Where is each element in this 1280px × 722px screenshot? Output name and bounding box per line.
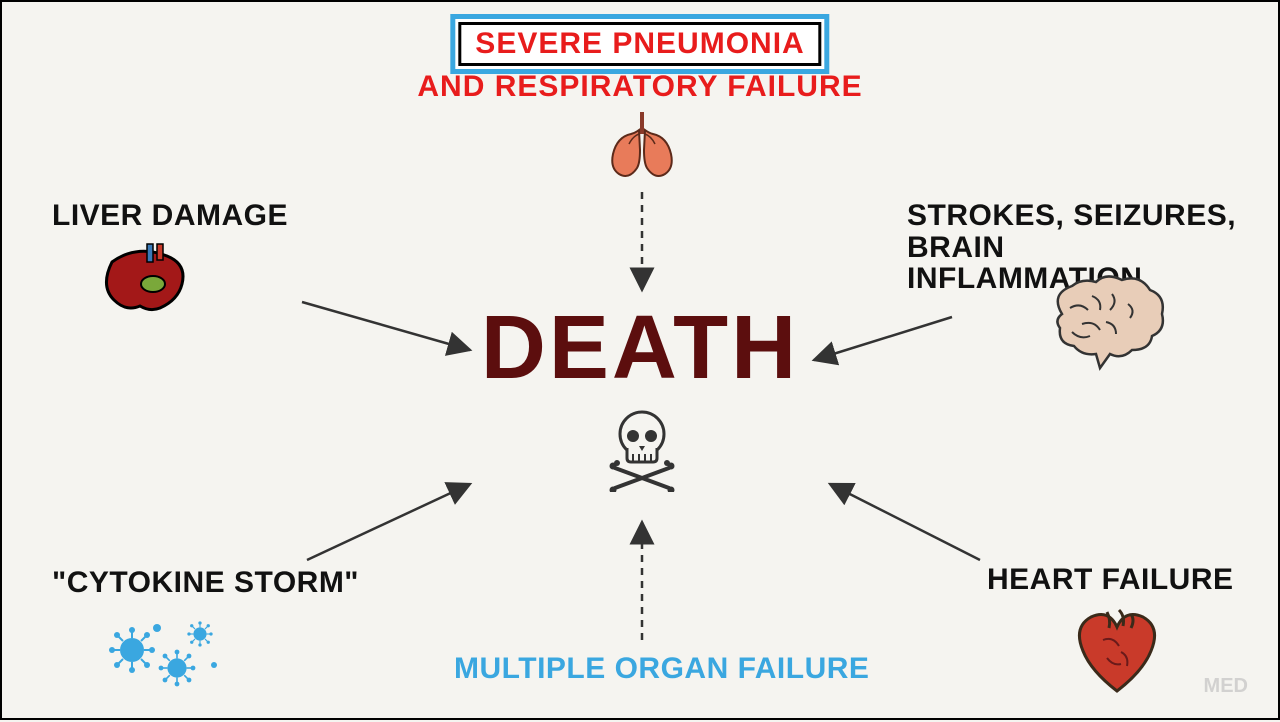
watermark: MED xyxy=(1204,675,1248,698)
lungs-icon xyxy=(606,110,678,183)
heart-label: HEART FAILURE xyxy=(987,564,1234,596)
liver-icon xyxy=(97,242,197,327)
heart-icon xyxy=(1067,602,1167,707)
brain-icon xyxy=(1032,274,1172,379)
skull-icon xyxy=(605,410,679,497)
cytokine-label: "CYTOKINE STORM" xyxy=(52,567,359,599)
center-text: DEATH xyxy=(481,297,799,400)
title-box: SEVERE PNEUMONIA xyxy=(450,14,829,74)
title-text: SEVERE PNEUMONIA xyxy=(458,22,821,66)
subtitle-text: AND RESPIRATORY FAILURE xyxy=(417,70,862,104)
virus-icon xyxy=(102,610,232,705)
liver-label: LIVER DAMAGE xyxy=(52,200,288,232)
organ-failure-label: MULTIPLE ORGAN FAILURE xyxy=(454,652,869,686)
